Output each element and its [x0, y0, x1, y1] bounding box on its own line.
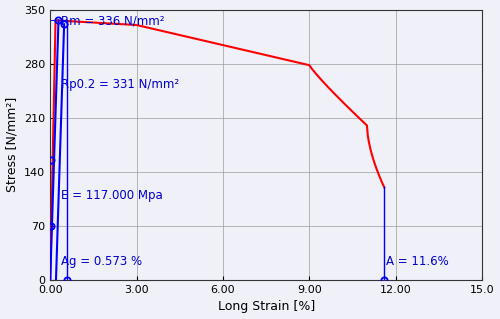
Text: Rp0.2 = 331 N/mm²: Rp0.2 = 331 N/mm²: [61, 78, 180, 91]
Text: E = 117.000 Mpa: E = 117.000 Mpa: [61, 189, 163, 202]
Y-axis label: Stress [N/mm²]: Stress [N/mm²]: [6, 97, 18, 192]
Text: Ag = 0.573 %: Ag = 0.573 %: [61, 255, 142, 268]
Text: A = 11.6%: A = 11.6%: [386, 255, 448, 268]
X-axis label: Long Strain [%]: Long Strain [%]: [218, 300, 315, 314]
Text: Rm = 336 N/mm²: Rm = 336 N/mm²: [61, 14, 164, 27]
